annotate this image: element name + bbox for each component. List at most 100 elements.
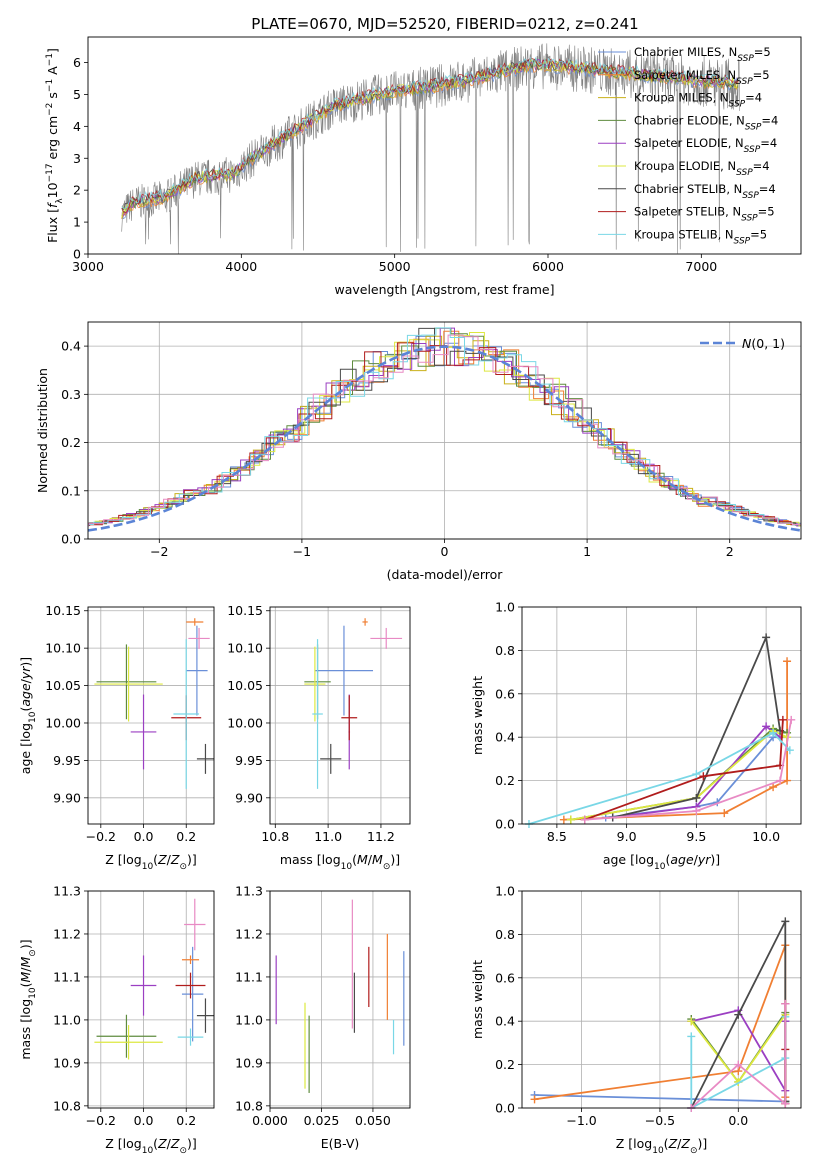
age_vs_Z-plot bbox=[94, 618, 214, 789]
legend-entry: Kroupa STELIB, NSSP=5 bbox=[634, 227, 767, 246]
y-tick-label: 3 bbox=[73, 151, 81, 166]
legend-entry: Kroupa MILES, NSSP=4 bbox=[634, 91, 762, 110]
y-tick-label: 5 bbox=[73, 87, 81, 102]
weight-marker bbox=[769, 783, 778, 792]
y-axis-label: mass [log10(M/M⊙)] bbox=[18, 939, 38, 1059]
y-tick-label: 2 bbox=[73, 183, 81, 198]
y-axis-label: mass weight bbox=[470, 676, 485, 755]
x-tick-label: 10.0 bbox=[752, 829, 780, 844]
y-tick-label: 0.1 bbox=[61, 483, 81, 498]
y-tick-label: 0.8 bbox=[495, 927, 515, 942]
weights_vs_age-plot bbox=[524, 633, 796, 828]
age_vs_mass-axes: 10.8 11.0 11.2 9.90 9.95 10.00 10.05 10.10 10.15… bbox=[227, 603, 411, 872]
spectrum-model-line bbox=[121, 56, 739, 209]
y-tick-label: 11.3 bbox=[235, 884, 263, 899]
y-tick-label: 11.2 bbox=[235, 926, 263, 941]
x-tick-label: 0.0 bbox=[134, 829, 154, 844]
weight-marker bbox=[559, 815, 568, 824]
weight-marker bbox=[530, 1095, 539, 1104]
x-axis-label: E(B-V) bbox=[321, 1136, 360, 1151]
weight-marker bbox=[734, 1060, 743, 1069]
y-tick-label: 0.8 bbox=[495, 643, 515, 658]
x-tick-label: 5000 bbox=[379, 259, 411, 274]
x-tick-label: 0.2 bbox=[176, 1113, 196, 1128]
weights_vs_Z-plot bbox=[530, 917, 790, 1112]
x-tick-label: −1 bbox=[293, 544, 311, 559]
legend-entry: Salpeter MILES, NSSP=5 bbox=[634, 68, 770, 87]
y-tick-label: 10.10 bbox=[227, 641, 263, 656]
spectrum-plot bbox=[121, 43, 740, 254]
figure-title: PLATE=0670, MJD=52520, FIBERID=0212, z=0… bbox=[251, 15, 638, 33]
y-tick-label: 9.95 bbox=[235, 753, 263, 768]
y-tick-label: 1 bbox=[73, 215, 81, 230]
weight-marker bbox=[687, 1017, 696, 1026]
x-tick-label: 0.0 bbox=[728, 1113, 748, 1128]
x-tick-label: 10.8 bbox=[261, 829, 289, 844]
residual-histogram bbox=[88, 335, 801, 525]
x-tick-label: −2 bbox=[150, 544, 168, 559]
y-tick-label: 10.05 bbox=[227, 678, 263, 693]
y-tick-label: 11.1 bbox=[235, 969, 263, 984]
x-axis-label: Z [log10(Z/Z⊙)] bbox=[616, 1136, 708, 1156]
y-tick-label: 1.0 bbox=[495, 600, 515, 615]
y-tick-label: 0.3 bbox=[61, 387, 81, 402]
y-tick-label: 0.4 bbox=[495, 730, 515, 745]
y-tick-label: 0.2 bbox=[61, 435, 81, 450]
y-tick-label: 10.00 bbox=[45, 715, 81, 730]
x-axis-label: age [log10(age/yr)] bbox=[603, 852, 720, 872]
y-tick-label: 1.0 bbox=[495, 884, 515, 899]
y-tick-label: 10.8 bbox=[53, 1098, 81, 1113]
mass_vs_EBV-axes: 0.000 0.025 0.050 10.8 10.9 11.0 11.1 11.2 11.3 E… bbox=[235, 884, 411, 1151]
plot-layer: 3000 4000 5000 6000 7000 0 1 2 3 4 5 6 wavelength [A… bbox=[18, 36, 802, 1156]
x-tick-label: 3000 bbox=[72, 259, 104, 274]
y-tick-label: 0.0 bbox=[495, 817, 515, 832]
weight-line bbox=[690, 1003, 787, 1109]
weight-marker bbox=[762, 722, 771, 731]
y-tick-label: 11.3 bbox=[53, 884, 81, 899]
x-tick-label: −1.0 bbox=[566, 1113, 596, 1128]
x-tick-label: 2 bbox=[726, 544, 734, 559]
y-tick-label: 10.15 bbox=[227, 603, 263, 618]
legend-entry: Salpeter STELIB, NSSP=5 bbox=[634, 205, 775, 224]
axes-frame bbox=[87, 321, 802, 540]
residuals-plot bbox=[88, 327, 801, 532]
x-tick-label: 0 bbox=[441, 544, 449, 559]
axes-frame bbox=[269, 890, 411, 1109]
residual-histogram bbox=[88, 330, 801, 525]
x-tick-label: −0.5 bbox=[645, 1113, 675, 1128]
x-tick-label: −0.2 bbox=[86, 1113, 116, 1128]
x-tick-label: 1 bbox=[583, 544, 591, 559]
y-tick-label: 6 bbox=[73, 55, 81, 70]
axes-frame bbox=[87, 36, 802, 255]
x-axis-label: wavelength [Angstrom, rest frame] bbox=[334, 282, 554, 297]
weight-line bbox=[528, 731, 791, 825]
mass_vs_EBV-plot bbox=[275, 899, 405, 1093]
y-tick-label: 0.4 bbox=[61, 339, 81, 354]
weights_vs_Z-axes: −1.0 −0.5 0.0 0.0 0.2 0.4 0.6 0.8 1.0 Z [log10(Z/… bbox=[470, 884, 802, 1156]
y-tick-label: 0.0 bbox=[61, 532, 81, 547]
legend-entry: Chabrier ELODIE, NSSP=4 bbox=[634, 113, 778, 132]
x-tick-label: 0.0 bbox=[134, 1113, 154, 1128]
age_vs_Z-axes: −0.2 0.0 0.2 9.90 9.95 10.00 10.05 10.10 10.15 Z … bbox=[18, 603, 215, 872]
x-axis-label: Z [log10(Z/Z⊙)] bbox=[105, 852, 197, 872]
axes-frame bbox=[521, 890, 802, 1109]
y-tick-label: 10.9 bbox=[53, 1055, 81, 1070]
axes-frame bbox=[87, 890, 215, 1109]
weight-marker bbox=[783, 657, 792, 666]
weight-line bbox=[584, 719, 784, 821]
y-tick-label: 0.4 bbox=[495, 1014, 515, 1029]
y-tick-label: 11.2 bbox=[53, 926, 81, 941]
x-tick-label: 9.5 bbox=[686, 829, 706, 844]
axes-frame bbox=[521, 606, 802, 825]
weight-marker bbox=[778, 715, 787, 724]
y-tick-label: 0.6 bbox=[495, 686, 515, 701]
y-tick-label: 10.15 bbox=[45, 603, 81, 618]
weight-marker bbox=[769, 728, 778, 737]
normal-curve bbox=[88, 345, 801, 532]
y-tick-label: 11.0 bbox=[235, 1012, 263, 1027]
y-tick-label: 0 bbox=[73, 247, 81, 262]
weight-marker bbox=[692, 770, 701, 779]
x-tick-label: 7000 bbox=[685, 259, 717, 274]
x-tick-label: 0.025 bbox=[304, 1113, 340, 1128]
